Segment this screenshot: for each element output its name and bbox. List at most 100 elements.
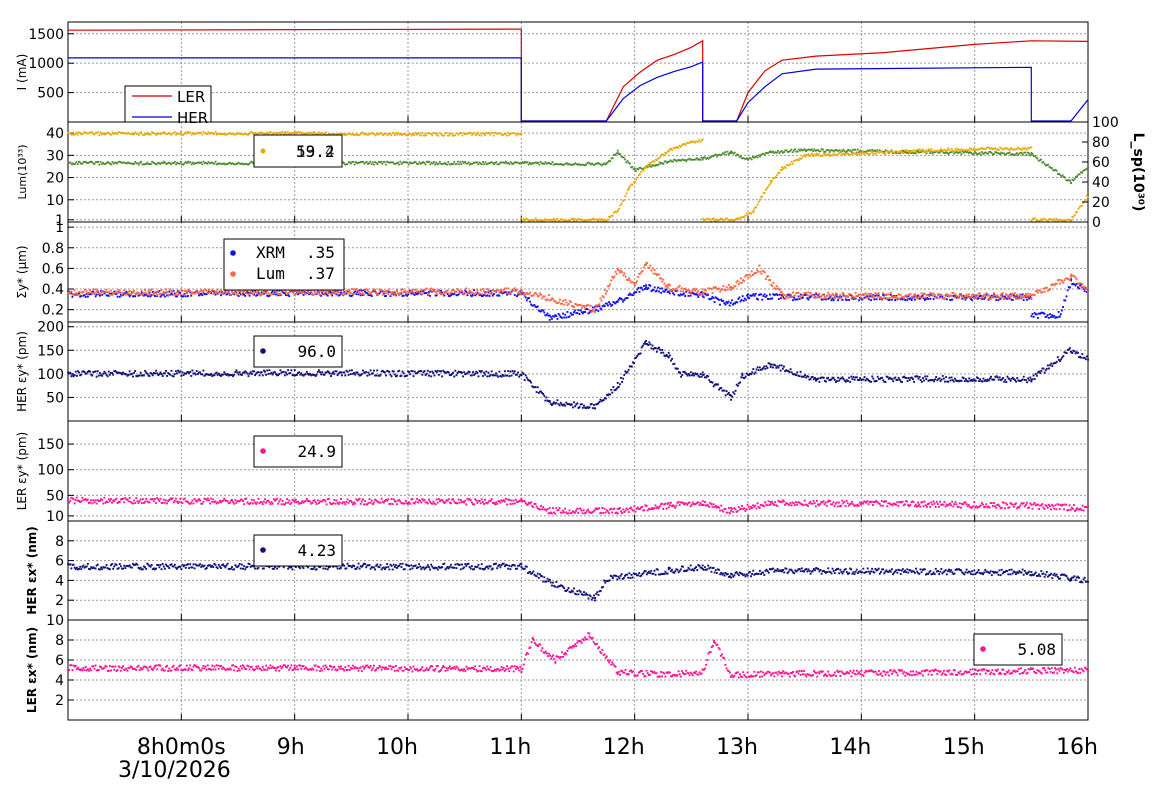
data-point bbox=[870, 299, 872, 301]
data-point bbox=[318, 369, 320, 371]
data-point bbox=[347, 289, 349, 291]
data-point bbox=[562, 313, 564, 315]
data-point bbox=[208, 289, 210, 291]
data-point bbox=[544, 295, 546, 297]
data-point bbox=[241, 374, 243, 376]
data-point bbox=[806, 294, 808, 296]
data-point bbox=[69, 372, 71, 374]
data-point bbox=[677, 290, 679, 292]
data-point bbox=[497, 376, 499, 378]
data-point bbox=[183, 295, 185, 297]
data-point bbox=[666, 284, 668, 286]
data-point bbox=[234, 371, 236, 373]
data-point bbox=[703, 291, 705, 293]
data-point bbox=[604, 289, 606, 291]
lsp-point bbox=[353, 161, 355, 163]
lum-point bbox=[940, 148, 942, 150]
data-point bbox=[72, 296, 74, 298]
data-point bbox=[155, 370, 157, 372]
data-point bbox=[606, 290, 608, 292]
data-point bbox=[206, 290, 208, 292]
data-point bbox=[322, 290, 324, 292]
lum-point bbox=[470, 132, 472, 134]
data-point bbox=[1075, 277, 1077, 279]
data-point bbox=[232, 501, 234, 503]
data-point bbox=[1032, 313, 1034, 315]
data-point bbox=[828, 294, 830, 296]
data-point bbox=[252, 503, 254, 505]
data-point bbox=[386, 290, 388, 292]
data-point bbox=[402, 288, 404, 290]
data-point bbox=[864, 376, 866, 378]
data-point bbox=[177, 370, 179, 372]
lum-point bbox=[1087, 196, 1089, 198]
data-point bbox=[862, 379, 864, 381]
data-point bbox=[717, 383, 719, 385]
data-point bbox=[726, 286, 728, 288]
data-point bbox=[739, 282, 741, 284]
data-point bbox=[1001, 296, 1003, 298]
data-point bbox=[832, 298, 834, 300]
data-point bbox=[507, 287, 509, 289]
data-point bbox=[771, 297, 773, 299]
data-point bbox=[274, 371, 276, 373]
lum-point bbox=[492, 132, 494, 134]
lsp-point bbox=[458, 163, 460, 165]
data-point bbox=[655, 347, 657, 349]
data-point bbox=[287, 502, 289, 504]
data-point bbox=[102, 373, 104, 375]
data-point bbox=[635, 291, 637, 293]
data-point bbox=[742, 295, 744, 297]
data-point bbox=[428, 293, 430, 295]
data-point bbox=[420, 370, 422, 372]
data-point bbox=[103, 497, 105, 499]
data-point bbox=[898, 377, 900, 379]
data-point bbox=[219, 292, 221, 294]
data-point bbox=[215, 500, 217, 502]
data-point bbox=[95, 370, 97, 372]
data-point bbox=[471, 374, 473, 376]
data-point bbox=[1086, 355, 1088, 357]
lum-point bbox=[698, 139, 700, 141]
data-point bbox=[530, 382, 532, 384]
data-point bbox=[1050, 363, 1052, 365]
data-point bbox=[86, 291, 88, 293]
lum-point bbox=[480, 132, 482, 134]
data-point bbox=[92, 288, 94, 290]
data-point bbox=[544, 400, 546, 402]
data-point bbox=[883, 297, 885, 299]
data-point bbox=[628, 369, 630, 371]
lsp-point bbox=[94, 163, 96, 165]
data-point bbox=[990, 376, 992, 378]
data-point bbox=[526, 377, 528, 379]
data-point bbox=[111, 294, 113, 296]
data-point bbox=[807, 299, 809, 301]
data-point bbox=[1015, 298, 1017, 300]
data-point bbox=[850, 376, 852, 378]
data-point bbox=[956, 295, 958, 297]
lsp-point bbox=[202, 163, 204, 165]
data-point bbox=[1047, 364, 1049, 366]
lsp-point bbox=[543, 163, 545, 165]
lum-point bbox=[516, 135, 518, 137]
data-point bbox=[965, 378, 967, 380]
data-point bbox=[406, 375, 408, 377]
data-point bbox=[353, 372, 355, 374]
y2-axis-label: L_sp(10³⁰) bbox=[1130, 133, 1146, 212]
data-point bbox=[601, 308, 603, 310]
data-point bbox=[608, 301, 610, 303]
lsp-point bbox=[1017, 154, 1019, 156]
data-point bbox=[988, 380, 990, 382]
lum-point bbox=[953, 150, 955, 152]
lum-point bbox=[743, 217, 745, 219]
data-point bbox=[621, 299, 623, 301]
y-tick-label: 1500 bbox=[28, 27, 64, 43]
lsp-point bbox=[116, 163, 118, 165]
data-point bbox=[119, 290, 121, 292]
data-point bbox=[490, 374, 492, 376]
data-point bbox=[305, 373, 307, 375]
data-point bbox=[223, 498, 225, 500]
legend-label: XRM bbox=[256, 243, 285, 262]
data-point bbox=[594, 408, 596, 410]
data-point bbox=[726, 390, 728, 392]
